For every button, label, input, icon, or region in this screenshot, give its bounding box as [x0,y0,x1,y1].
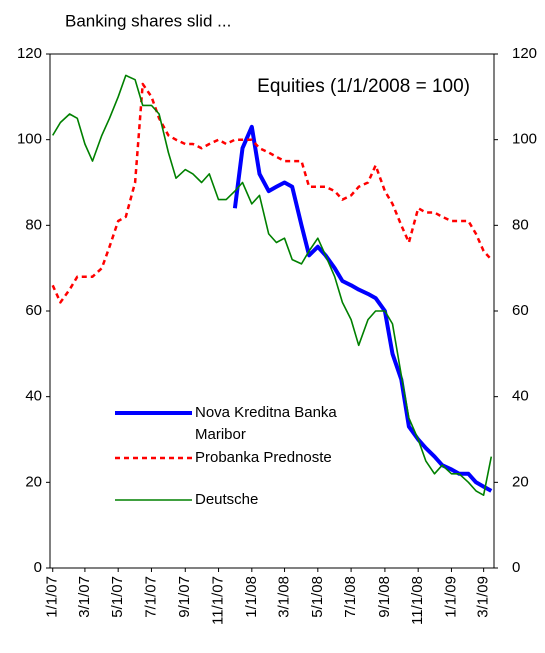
y-tick-label: 120 [17,45,42,62]
y-tick-label: 60 [25,302,42,319]
x-tick-label: 9/1/08 [376,576,393,618]
plot-frame [49,53,495,569]
y-tick-label: 40 [25,388,42,405]
y2-tick-label: 100 [512,131,537,148]
x-tick-label: 1/1/07 [44,576,61,618]
series-line [52,74,493,496]
legend-label: Deutsche [195,491,258,508]
legend-label: Probanka Prednoste [195,449,332,466]
x-tick-label: 3/1/08 [276,576,293,618]
x-tick-label: 3/1/09 [475,576,492,618]
x-tick-label: 3/1/07 [76,576,93,618]
x-tick-label: 1/1/08 [243,576,260,618]
x-tick-label: 7/1/07 [142,576,159,618]
y-tick-label: 0 [34,559,42,576]
y-tick-label: 80 [25,216,42,233]
series-line [232,124,493,493]
y-tick-label: 20 [25,473,42,490]
x-tick-label: 5/1/08 [309,576,326,618]
y2-tick-label: 20 [512,473,529,490]
x-tick-label: 11/1/07 [210,576,227,625]
y2-tick-label: 40 [512,388,529,405]
y2-tick-label: 80 [512,216,529,233]
annotation: Equities (1/1/2008 = 100) [257,76,470,97]
series-line [51,82,493,304]
y-tick-label: 100 [17,131,42,148]
x-tick-label: 11/1/08 [409,576,426,625]
y2-tick-label: 0 [512,559,520,576]
y2-tick-label: 120 [512,45,537,62]
legend-label: Nova Kreditna Banka Maribor [195,404,337,443]
x-tick-label: 9/1/07 [176,576,193,618]
y2-tick-label: 60 [512,302,529,319]
x-tick-label: 1/1/09 [442,576,459,618]
chart-title: Banking shares slid ... [65,11,231,30]
x-tick-label: 5/1/07 [109,576,126,618]
x-tick-label: 7/1/08 [342,576,359,618]
